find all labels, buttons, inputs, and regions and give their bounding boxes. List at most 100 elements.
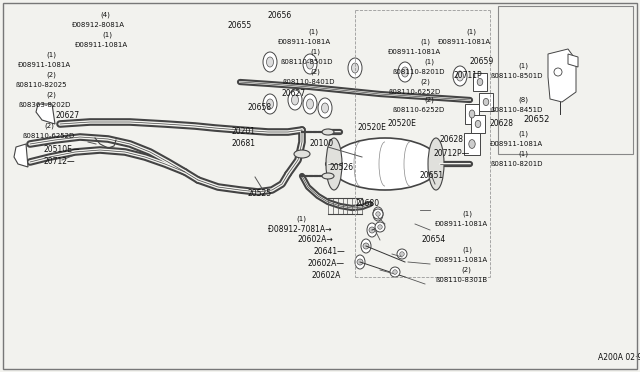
Text: 20681: 20681 — [232, 140, 256, 148]
Text: 20525: 20525 — [248, 189, 272, 199]
Text: Ð08911-1081A: Ð08911-1081A — [18, 62, 71, 68]
Ellipse shape — [477, 78, 483, 86]
Text: 20100: 20100 — [310, 140, 334, 148]
Text: 20711P: 20711P — [454, 71, 483, 80]
Text: ß08110-6252D: ß08110-6252D — [22, 133, 74, 139]
Ellipse shape — [266, 99, 273, 109]
Ellipse shape — [321, 103, 328, 113]
Polygon shape — [471, 115, 485, 133]
Text: ß08110-8451D: ß08110-8451D — [490, 107, 542, 113]
Text: (8): (8) — [518, 97, 528, 103]
Ellipse shape — [351, 63, 358, 73]
Text: 20680: 20680 — [355, 199, 379, 208]
Text: Ð08911-1081A: Ð08911-1081A — [490, 141, 543, 147]
Text: 20655: 20655 — [228, 22, 252, 31]
Polygon shape — [568, 54, 578, 67]
Text: (1): (1) — [296, 216, 306, 222]
Text: 20654: 20654 — [422, 235, 446, 244]
Ellipse shape — [303, 54, 317, 74]
Ellipse shape — [307, 99, 314, 109]
Ellipse shape — [307, 59, 314, 69]
Text: 20520E: 20520E — [388, 119, 417, 128]
Circle shape — [400, 252, 404, 256]
Text: ß08110-8401D: ß08110-8401D — [282, 79, 335, 85]
Ellipse shape — [456, 71, 463, 81]
Text: ß08110-8201D: ß08110-8201D — [490, 161, 543, 167]
Text: (1): (1) — [518, 63, 528, 69]
Text: (2): (2) — [46, 72, 56, 78]
Text: 20658: 20658 — [248, 103, 272, 112]
Text: (1): (1) — [308, 29, 318, 35]
Text: (1): (1) — [102, 32, 112, 38]
Text: (1): (1) — [518, 151, 528, 157]
Circle shape — [363, 243, 369, 249]
Text: ß08110-8501D: ß08110-8501D — [280, 59, 333, 65]
Polygon shape — [465, 104, 479, 124]
Text: Ð08911-1081A: Ð08911-1081A — [438, 39, 491, 45]
Text: (2): (2) — [424, 97, 434, 103]
Text: 20602A→: 20602A→ — [298, 234, 333, 244]
Circle shape — [393, 270, 397, 274]
Circle shape — [357, 259, 363, 265]
Text: ß08110-6252D: ß08110-6252D — [392, 107, 444, 113]
Ellipse shape — [355, 255, 365, 269]
Ellipse shape — [483, 99, 489, 106]
Text: 20526: 20526 — [330, 163, 354, 171]
Polygon shape — [14, 144, 28, 167]
Ellipse shape — [330, 138, 440, 190]
Ellipse shape — [294, 150, 310, 158]
Ellipse shape — [428, 138, 444, 190]
Text: A200A 02·9: A200A 02·9 — [598, 353, 640, 362]
Ellipse shape — [303, 94, 317, 114]
Text: 20520E: 20520E — [358, 122, 387, 131]
Circle shape — [375, 211, 381, 217]
Text: (2): (2) — [461, 267, 471, 273]
Circle shape — [397, 249, 407, 259]
Text: Ð08911-1081A: Ð08911-1081A — [278, 39, 331, 45]
Text: (1): (1) — [462, 211, 472, 217]
Text: (2): (2) — [310, 69, 320, 75]
Text: 20627: 20627 — [55, 112, 79, 121]
Text: Ð08911-1081A: Ð08911-1081A — [75, 42, 128, 48]
Text: 20510E—: 20510E— — [44, 145, 81, 154]
Ellipse shape — [263, 94, 277, 114]
Ellipse shape — [263, 52, 277, 72]
Text: (1): (1) — [420, 39, 430, 45]
Circle shape — [369, 227, 375, 233]
Text: Ð08912-7081A→: Ð08912-7081A→ — [268, 224, 332, 234]
Ellipse shape — [468, 140, 476, 148]
Text: 20602A: 20602A — [312, 270, 341, 279]
Text: (2): (2) — [44, 123, 54, 129]
Text: ß08110-82025: ß08110-82025 — [15, 82, 67, 88]
Text: 20659: 20659 — [470, 58, 494, 67]
Text: (2): (2) — [420, 79, 430, 85]
Text: (4): (4) — [100, 12, 110, 18]
Ellipse shape — [291, 95, 298, 105]
Text: (1): (1) — [518, 131, 528, 137]
Polygon shape — [464, 133, 480, 155]
Text: Ð08911-1081A: Ð08911-1081A — [435, 257, 488, 263]
Text: 20656: 20656 — [268, 12, 292, 20]
Ellipse shape — [322, 173, 334, 179]
Text: (2): (2) — [46, 92, 56, 98]
Ellipse shape — [469, 110, 475, 118]
Ellipse shape — [398, 62, 412, 82]
Text: (1): (1) — [310, 49, 320, 55]
Text: 20651: 20651 — [420, 171, 444, 180]
Ellipse shape — [361, 239, 371, 253]
Text: (1): (1) — [46, 52, 56, 58]
Text: Ð08911-1081A: Ð08911-1081A — [435, 221, 488, 227]
Ellipse shape — [288, 90, 302, 110]
Circle shape — [373, 209, 383, 219]
Ellipse shape — [373, 207, 383, 221]
Polygon shape — [548, 49, 576, 102]
Text: 20602A—: 20602A— — [307, 259, 344, 267]
Text: 20712P—: 20712P— — [434, 150, 470, 158]
Ellipse shape — [348, 58, 362, 78]
Text: 20641—: 20641— — [313, 247, 345, 256]
Text: ß08110-8301B: ß08110-8301B — [435, 277, 487, 283]
Text: 20628: 20628 — [440, 135, 464, 144]
Text: 20628: 20628 — [490, 119, 514, 128]
Ellipse shape — [453, 66, 467, 86]
Text: ß08110-8501D: ß08110-8501D — [490, 73, 543, 79]
